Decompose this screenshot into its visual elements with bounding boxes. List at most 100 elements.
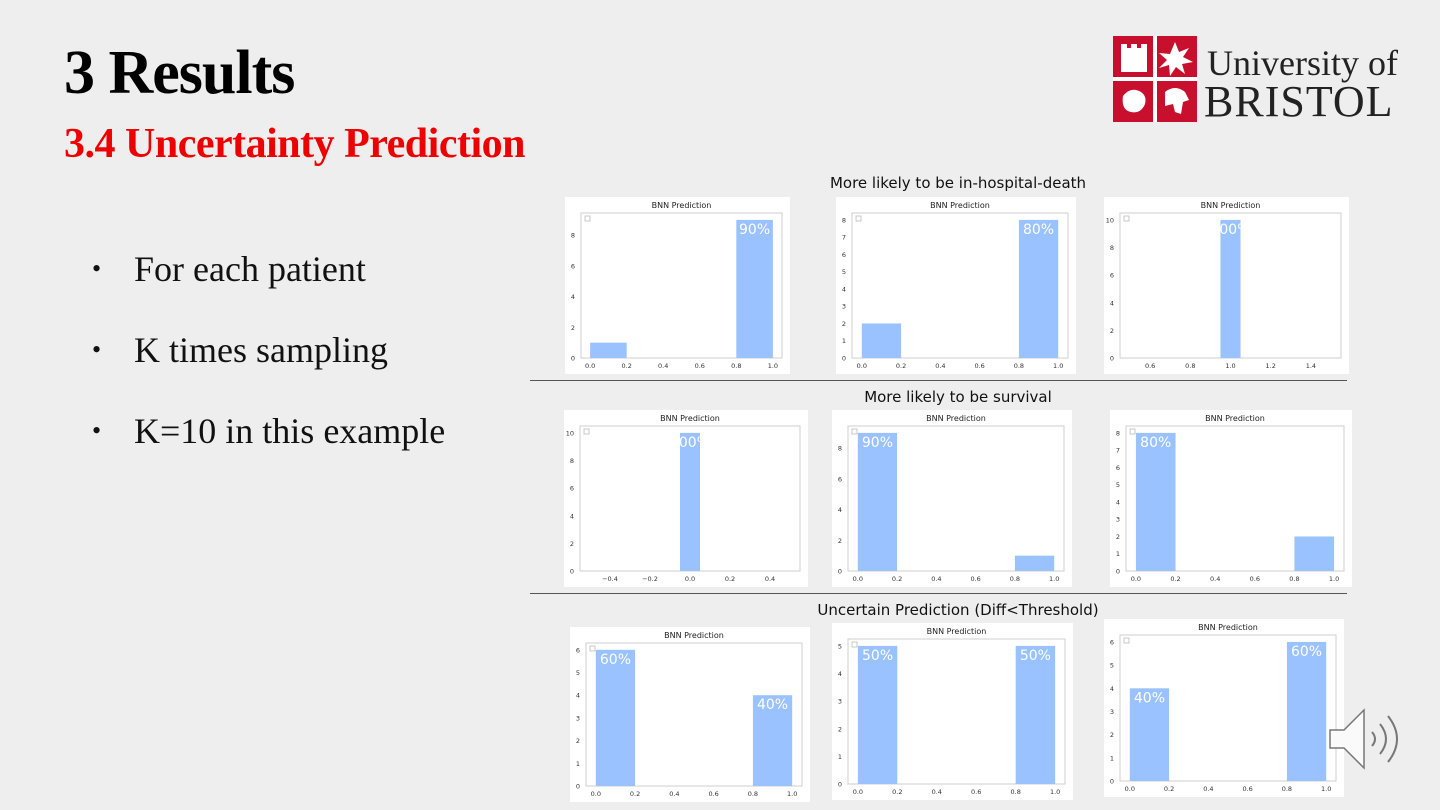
bar (1018, 219, 1059, 358)
x-tick-label: 1.0 (1049, 575, 1059, 583)
bullet-text: For each patient (134, 249, 366, 289)
x-tick-label: 0.6 (1145, 362, 1155, 370)
bullet-dot-icon: • (92, 416, 102, 445)
y-tick-label: 5 (576, 669, 580, 677)
y-tick-label: 8 (570, 457, 574, 465)
y-tick-label: 2 (571, 324, 575, 332)
x-tick-label: 1.2 (1266, 362, 1276, 370)
bar-data-label: 40% (1134, 690, 1165, 706)
legend-box-icon (589, 645, 596, 652)
bar-data-label: 50% (862, 648, 893, 664)
bullet-text: K=10 in this example (134, 411, 446, 451)
legend-box-icon (584, 215, 591, 222)
bar-data-label: 90% (739, 222, 770, 238)
y-tick-label: 6 (838, 475, 842, 483)
y-tick-label: 0 (576, 783, 580, 791)
section-divider (530, 593, 1347, 594)
chart-panel: BNN Prediction 0 2 4 6 8 0.0 0.2 0.4 0.6 0.8 1.0 90% (832, 410, 1072, 587)
legend-box-icon (1123, 215, 1130, 222)
y-tick-label: 7 (842, 234, 846, 242)
chart-title: BNN Prediction (930, 201, 990, 210)
x-tick-label: 0.4 (765, 575, 775, 583)
bar (857, 645, 898, 784)
y-tick-label: 4 (1110, 685, 1114, 693)
x-tick-label: 0.4 (658, 362, 668, 370)
y-tick-label: 10 (566, 429, 574, 437)
legend-box-icon (855, 215, 862, 222)
bar (1014, 555, 1055, 571)
x-tick-label: 1.0 (768, 362, 778, 370)
bar-data-label: 80% (1140, 435, 1171, 451)
x-tick-label: 1.0 (1321, 785, 1331, 793)
x-tick-label: 0.4 (932, 788, 942, 796)
x-tick-label: 0.6 (708, 790, 718, 798)
x-tick-label: 0.2 (630, 790, 640, 798)
y-tick-label: 0 (842, 355, 846, 363)
x-tick-label: 0.0 (591, 790, 601, 798)
x-tick-label: 1.0 (1050, 788, 1060, 796)
legend-box-icon (583, 428, 590, 435)
y-tick-label: 3 (842, 303, 846, 311)
y-tick-label: 2 (1116, 533, 1120, 541)
bar-data-label: 40% (757, 697, 788, 713)
slide-subtitle: 3.4 Uncertainty Prediction (64, 121, 525, 167)
y-tick-label: 6 (576, 646, 580, 654)
x-tick-label: 1.0 (1225, 362, 1235, 370)
y-tick-label: 1 (1116, 550, 1120, 558)
bar-data-label: 100% (1210, 222, 1250, 238)
y-tick-label: 8 (1110, 244, 1114, 252)
y-tick-label: 4 (570, 512, 574, 520)
y-tick-label: 4 (1116, 498, 1120, 506)
bar-data-label: 90% (862, 435, 893, 451)
y-tick-label: 6 (571, 262, 575, 270)
x-tick-label: 1.4 (1306, 362, 1316, 370)
x-tick-label: 0.0 (685, 575, 695, 583)
bar (680, 432, 700, 571)
bar (752, 695, 793, 786)
y-tick-label: 0 (571, 355, 575, 363)
y-tick-label: 2 (838, 537, 842, 545)
x-tick-label: 0.4 (935, 362, 945, 370)
y-tick-label: 4 (576, 692, 580, 700)
speaker-icon[interactable] (1326, 704, 1410, 774)
y-tick-label: 2 (1110, 731, 1114, 739)
bullet-item: • For each patient (92, 248, 445, 329)
bar (1015, 645, 1056, 784)
y-tick-label: 3 (576, 714, 580, 722)
x-tick-label: 0.0 (853, 788, 863, 796)
x-tick-label: 0.6 (1242, 785, 1252, 793)
bar (1286, 641, 1327, 781)
bar (590, 342, 627, 358)
y-tick-label: 2 (570, 540, 574, 548)
y-tick-label: 0 (1116, 568, 1120, 576)
chart-panel: BNN Prediction 0 2 4 6 8 0.0 0.2 0.4 0.6 0.8 1.0 90% (565, 197, 790, 374)
chart-panel: BNN Prediction 0 2 4 6 8 10 −0.4 −0.2 0.0 0.2 0.4 10… (564, 410, 808, 587)
chart-panel: BNN Prediction 0 1 2 3 4 5 6 7 8 0.0 0.2 0.4 0.6 0.8 1.… (836, 197, 1076, 374)
legend-box-icon (851, 641, 858, 648)
y-tick-label: 1 (1110, 754, 1114, 762)
chart-panel: BNN Prediction 0 2 4 6 8 10 0.6 0.8 1.0 1.2 1.4 100% (1104, 197, 1349, 374)
chart-panel: BNN Prediction 0 1 2 3 4 5 6 0.0 0.2 0.4 0.6 0.8 1.0 4… (1104, 619, 1344, 797)
chart-panel: BNN Prediction 0 1 2 3 4 5 6 0.0 0.2 0.4 0.6 0.8 1.0 6… (570, 627, 810, 802)
bar-data-label: 50% (1020, 648, 1051, 664)
x-tick-label: 0.0 (857, 362, 867, 370)
y-tick-label: 6 (842, 251, 846, 259)
y-tick-label: 8 (571, 232, 575, 240)
y-tick-label: 6 (1110, 272, 1114, 280)
bar (1135, 432, 1176, 571)
x-tick-label: 0.6 (695, 362, 705, 370)
y-tick-label: 4 (1110, 299, 1114, 307)
chart-title: BNN Prediction (927, 627, 987, 636)
y-tick-label: 0 (838, 781, 842, 789)
x-tick-label: 0.8 (1014, 362, 1024, 370)
y-tick-label: 1 (838, 753, 842, 761)
y-tick-label: 4 (842, 285, 846, 293)
section-title-death: More likely to be in-hospital-death (829, 174, 1087, 192)
y-tick-label: 2 (576, 737, 580, 745)
x-tick-label: 0.2 (1164, 785, 1174, 793)
y-tick-label: 1 (576, 760, 580, 768)
x-tick-label: 0.2 (622, 362, 632, 370)
bar-data-label: 80% (1023, 222, 1054, 238)
bullet-item: • K=10 in this example (92, 410, 445, 491)
x-tick-label: −0.4 (602, 575, 618, 583)
